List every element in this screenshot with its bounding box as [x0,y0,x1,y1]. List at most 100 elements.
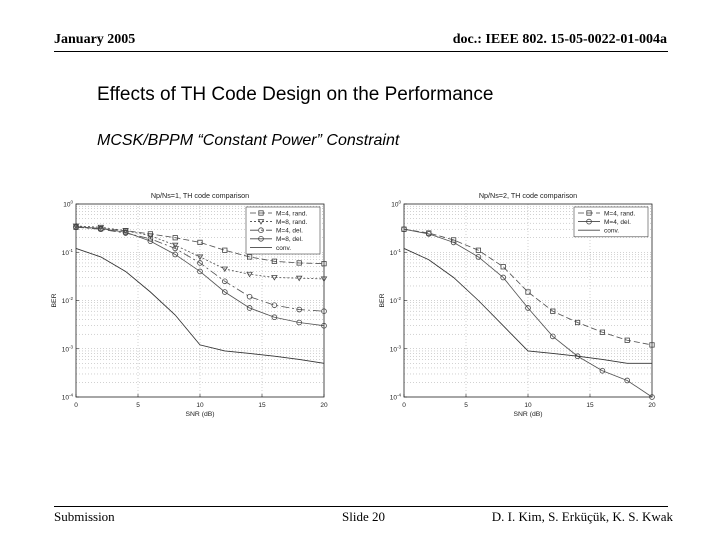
data-point [574,319,581,326]
x-tick-label: 20 [320,402,328,409]
y-tick-label: 100 [391,200,401,209]
legend-label: M=4, rand. [604,210,635,217]
data-point [122,229,129,236]
data-point [221,266,229,273]
data-point [246,305,253,311]
series-line [403,228,653,398]
slide-subtitle: MCSK/BPPM “Constant Power” Constraint [97,132,400,149]
data-point [599,367,606,374]
x-axis-label: SNR (dB) [185,411,214,418]
ber-chart-np-ns-1: Np/Ns=1, TH code comparison 0 5 10 15 20 SNR (… [51,191,328,418]
series-line [75,226,325,265]
data-point [401,226,407,233]
data-point [222,247,228,253]
data-point [475,254,482,260]
legend-label: M=8, rand. [276,219,307,226]
y-tick-label: 10-1 [62,248,74,257]
data-point [246,293,253,300]
data-point [321,308,327,315]
legend-label: M=4, rand. [276,210,307,217]
data-point [450,239,457,246]
chart-title: Np/Ns=2, TH code comparison [479,191,577,200]
x-tick-label: 0 [74,402,78,409]
data-point [295,275,303,282]
series-line [75,248,325,364]
series-line [75,226,325,327]
footer-submission: Submission [54,509,115,524]
data-point [500,274,506,281]
series-m-4-del [401,226,655,400]
x-axis-label: SNR (dB) [513,411,542,418]
data-point [649,342,655,348]
data-point [196,254,204,261]
y-tick-label: 10-3 [390,344,402,353]
legend-label: M=4, del. [604,219,631,226]
data-point [550,308,556,314]
y-axis-label: BER [51,293,58,307]
data-point [550,333,556,340]
grid [76,204,324,397]
data-point [197,268,203,275]
y-tick-label: 10-3 [62,344,74,353]
data-point [525,289,531,295]
header-doc-id: doc.: IEEE 802. 15-05-0022-01-004a [452,32,667,47]
data-point [147,238,154,244]
chart-title: Np/Ns=1, TH code comparison [151,191,249,200]
header-date: January 2005 [54,32,136,47]
data-point [97,225,104,232]
series-conv [403,248,652,364]
data-point [172,245,178,252]
y-tick-label: 10-2 [62,296,74,305]
header-rule [54,51,668,52]
data-point [599,329,605,335]
data-point [271,275,278,281]
series-conv [75,248,325,364]
data-point [246,271,253,278]
data-point [222,278,228,285]
legend-marker [586,210,592,216]
y-tick-label: 10-2 [390,296,402,305]
ber-chart-np-ns-2: Np/Ns=2, TH code comparison 0 5 10 15 20 SNR (… [379,191,656,418]
series-m-4-rand [401,226,655,348]
y-tick-label: 10-4 [62,393,74,402]
legend: M=4, rand. M=8, rand. M=4, del.M=8, del. co… [245,206,321,255]
x-tick-label: 5 [136,402,140,409]
data-point [246,254,253,260]
series-line [75,226,325,312]
data-point [222,289,228,295]
data-point [525,305,531,311]
x-tick-label: 20 [648,402,656,409]
data-point [500,264,506,270]
x-tick-label: 5 [464,402,468,409]
x-tick-label: 15 [258,402,266,409]
slide-title: Effects of TH Code Design on the Perform… [97,84,494,105]
data-point [321,261,327,267]
y-axis-label: BER [379,293,386,307]
data-point [296,319,303,326]
data-point [320,276,328,283]
data-point [73,223,79,230]
x-tick-label: 15 [586,402,594,409]
legend-label: M=4, del. [276,228,303,235]
y-tick-label: 10-4 [390,393,402,402]
data-point [624,377,631,384]
data-point [296,306,303,313]
data-point [172,235,178,241]
data-point [649,394,655,400]
data-point [271,258,277,264]
y-tick-label: 100 [63,200,73,209]
legend-label: conv. [276,245,291,252]
data-point [624,337,630,343]
footer-authors: D. I. Kim, S. Erküçük, K. S. Kwak [491,509,673,524]
legend: M=4, rand. M=4, del. conv. [573,206,649,238]
series-m-8-del [73,223,327,329]
legend-label: M=8, del. [276,236,303,243]
legend-label: conv. [604,228,619,235]
series-line [75,225,325,280]
data-point [271,314,278,321]
data-point [171,242,179,249]
footer-slide-number: Slide 20 [342,509,385,524]
x-tick-label: 10 [524,402,532,409]
x-tick-label: 0 [402,402,406,409]
data-point [321,322,327,329]
